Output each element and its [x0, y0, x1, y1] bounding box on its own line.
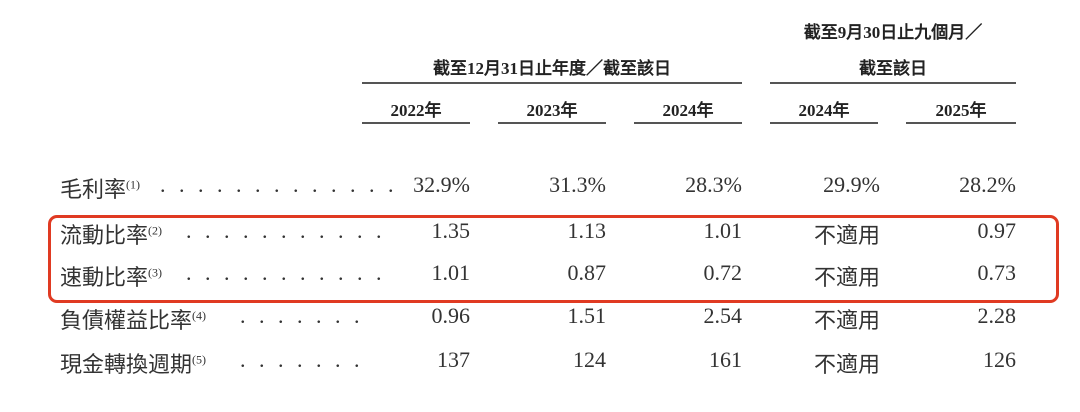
year-header: 2024年	[662, 101, 714, 120]
cell-value: 0.96	[431, 303, 471, 328]
cell-value: 28.2%	[959, 172, 1016, 197]
year-header: 2023年	[526, 101, 578, 120]
footnote-ref: (5)	[192, 352, 207, 367]
column-header-annual: 截至12月31日止年度／截至該日	[433, 59, 671, 78]
year-header: 2022年	[390, 101, 442, 120]
table-row: 毛利率(1) . . . . . . . . . . . . . 32.9% 31.3…	[0, 172, 1080, 212]
column-header-interim-1: 截至9月30日止九個月／	[803, 23, 983, 42]
leader-dots: . . . . . . . . . . .	[186, 260, 386, 285]
year-header: 2025年	[935, 101, 987, 120]
year-rule	[906, 122, 1016, 124]
year-rule	[362, 122, 470, 124]
cell-value: 124	[573, 347, 606, 372]
header-rule-interim	[770, 82, 1016, 84]
table-row: 流動比率(2) . . . . . . . . . . . 1.35 1.13 1.01…	[0, 218, 1080, 258]
cell-value: 0.72	[703, 260, 743, 285]
row-label-text: 現金轉換週期	[60, 352, 193, 377]
year-rule	[498, 122, 606, 124]
cell-value: 1.01	[703, 218, 743, 243]
cell-value: 137	[437, 347, 470, 372]
footnote-ref: (1)	[126, 177, 141, 192]
row-label: 流動比率(2)	[60, 218, 162, 250]
cell-value: 161	[709, 347, 742, 372]
leader-dots: . . . . . . .	[240, 347, 364, 372]
cell-value: 32.9%	[413, 172, 470, 197]
table-row: 負債權益比率(4) . . . . . . . 0.96 1.51 2.54 不適用 2.2…	[0, 303, 1080, 343]
cell-value: 0.73	[977, 260, 1017, 285]
footnote-ref: (2)	[148, 223, 163, 238]
leader-dots: . . . . . . . . . . .	[186, 218, 386, 243]
cell-value: 28.3%	[685, 172, 742, 197]
cell-value: 2.54	[703, 303, 743, 328]
header-rule-annual	[362, 82, 742, 84]
footnote-ref: (3)	[148, 265, 163, 280]
cell-value: 1.01	[431, 260, 471, 285]
row-label: 毛利率(1)	[60, 172, 140, 204]
row-label-text: 流動比率	[60, 223, 149, 248]
cell-value: 1.35	[431, 218, 471, 243]
year-rule	[770, 122, 878, 124]
table-row: 速動比率(3) . . . . . . . . . . . 1.01 0.87 0.72…	[0, 260, 1080, 300]
row-label-text: 速動比率	[60, 265, 149, 290]
cell-value: 126	[983, 347, 1016, 372]
footnote-ref: (4)	[192, 308, 207, 323]
cell-value: 0.97	[977, 218, 1017, 243]
cell-value: 0.87	[567, 260, 607, 285]
leader-dots: . . . . . . . . . . . . .	[160, 172, 398, 197]
cell-value: 29.9%	[823, 172, 880, 197]
row-label: 負債權益比率(4)	[60, 303, 206, 335]
highlight-box	[48, 215, 1059, 303]
row-label-text: 負債權益比率	[60, 308, 193, 333]
cell-value: 不適用	[813, 223, 880, 248]
cell-value: 31.3%	[549, 172, 606, 197]
cell-value: 不適用	[813, 308, 880, 333]
cell-value: 2.28	[977, 303, 1017, 328]
column-header-interim-2: 截至該日	[859, 59, 927, 78]
cell-value: 不適用	[813, 265, 880, 290]
table-row: 現金轉換週期(5) . . . . . . . 137 124 161 不適用 126	[0, 347, 1080, 387]
cell-value: 不適用	[813, 352, 880, 377]
cell-value: 1.13	[567, 218, 607, 243]
cell-value: 1.51	[567, 303, 607, 328]
row-label: 現金轉換週期(5)	[60, 347, 206, 379]
row-label-text: 毛利率	[60, 177, 127, 202]
row-label: 速動比率(3)	[60, 260, 162, 292]
year-header: 2024年	[798, 101, 850, 120]
year-rule	[634, 122, 742, 124]
leader-dots: . . . . . . .	[240, 303, 364, 328]
